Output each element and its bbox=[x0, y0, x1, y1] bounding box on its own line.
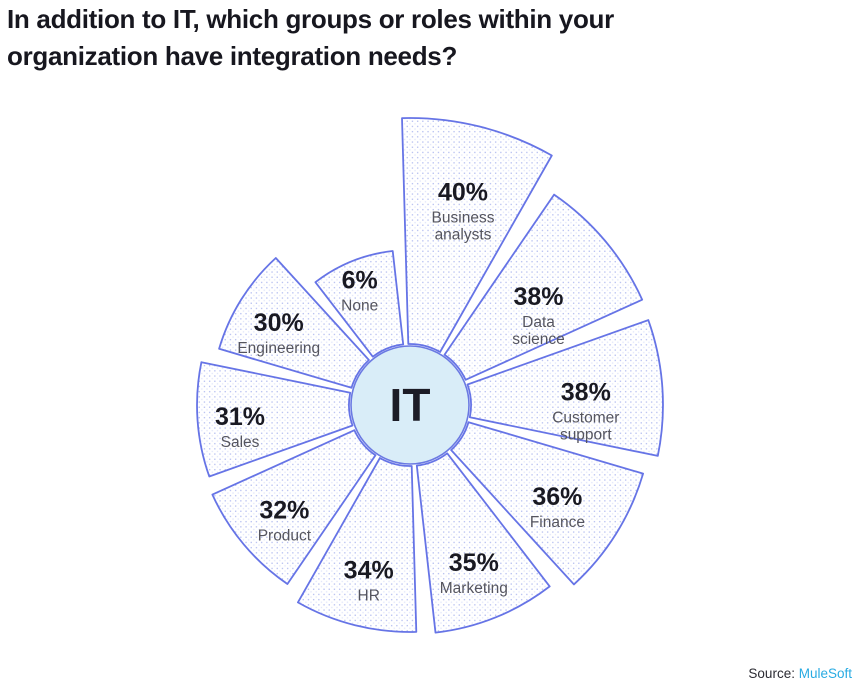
wedge-marketing bbox=[415, 452, 551, 634]
category-label-product: Product bbox=[258, 527, 312, 544]
page-title-line-2: organization have integration needs? bbox=[7, 40, 458, 71]
category-label-none: None bbox=[341, 298, 378, 315]
category-label-data-science-2: science bbox=[512, 331, 565, 348]
percent-label-engineering: 30% bbox=[254, 309, 304, 337]
percent-label-business-analysts: 40% bbox=[438, 178, 488, 206]
category-label-business-analysts-2: analysts bbox=[435, 226, 492, 243]
page-title: In addition to IT, which groups or roles… bbox=[7, 1, 707, 75]
wedge-engineering bbox=[218, 257, 370, 389]
wedge-finance bbox=[450, 421, 644, 586]
wedge-product bbox=[211, 429, 377, 585]
category-label-finance: Finance bbox=[530, 514, 585, 531]
category-label-customer-support-2: support bbox=[560, 427, 612, 444]
percent-label-marketing: 35% bbox=[449, 549, 499, 577]
category-label-customer-support-1: Customer bbox=[552, 410, 619, 427]
wedge-none bbox=[314, 250, 405, 358]
source-link[interactable]: MuleSoft bbox=[798, 666, 852, 681]
center-it-label: IT bbox=[390, 379, 431, 431]
percent-label-none: 6% bbox=[342, 267, 378, 295]
percent-label-hr: 34% bbox=[344, 557, 394, 585]
source-line: Source: MuleSoft bbox=[748, 666, 852, 681]
source-prefix: Source: bbox=[748, 666, 795, 681]
wedge-group bbox=[196, 117, 664, 634]
category-label-data-science-1: Data bbox=[522, 314, 555, 331]
wedge-sales bbox=[196, 361, 354, 478]
wedge-customer-support bbox=[466, 319, 664, 457]
category-label-business-analysts-1: Business bbox=[432, 209, 495, 226]
percent-label-finance: 36% bbox=[532, 483, 582, 511]
wedge-data-science bbox=[443, 193, 644, 381]
category-label-hr: HR bbox=[358, 588, 380, 605]
center-it-circle bbox=[350, 345, 470, 465]
percent-label-sales: 31% bbox=[215, 403, 265, 431]
page-title-line-1: In addition to IT, which groups or roles… bbox=[7, 4, 614, 34]
wedge-hr bbox=[297, 457, 418, 633]
category-label-marketing: Marketing bbox=[440, 580, 508, 597]
center-group: IT bbox=[350, 345, 470, 465]
percent-label-product: 32% bbox=[259, 496, 309, 524]
wedge-business-analysts bbox=[401, 117, 553, 353]
percent-label-customer-support: 38% bbox=[561, 379, 611, 407]
percent-label-data-science: 38% bbox=[513, 283, 563, 311]
category-label-engineering: Engineering bbox=[237, 340, 320, 357]
category-label-sales: Sales bbox=[221, 434, 260, 451]
